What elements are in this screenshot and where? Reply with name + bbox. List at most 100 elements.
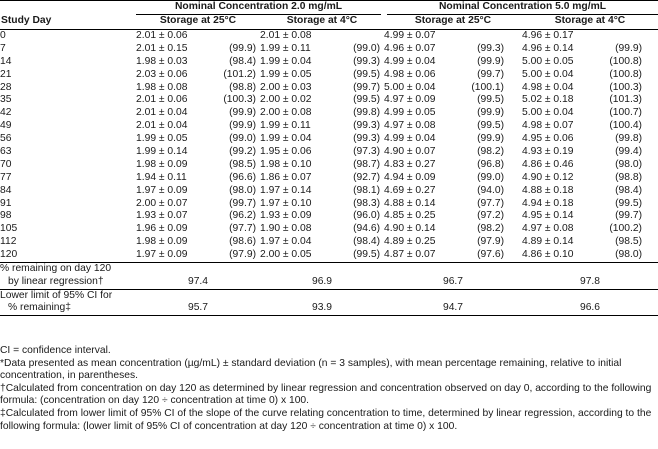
summary-label: % remaining on day 120 by linear regress…	[0, 262, 136, 290]
mean-sd-value: 2.03 ± 0.06	[136, 68, 188, 80]
table-footnotes: CI = confidence interval. *Data presente…	[0, 345, 656, 433]
mean-sd-value: 4.97 ± 0.09	[384, 94, 436, 106]
table-row: 112 1.98 ± 0.09 (98.6) 1.97 ± 0.04 (98.4) 4.8…	[0, 236, 658, 249]
percent-remaining-value: (96.6)	[229, 171, 256, 183]
table-row: 70 1.98 ± 0.09 (98.5) 1.98 ± 0.10 (98.7) 4.83…	[0, 159, 658, 172]
percent-remaining-value: (99.9)	[229, 42, 256, 54]
mean-sd-value: 1.94 ± 0.11	[136, 171, 187, 183]
concentration-cell: 4.86 ± 0.10 (98.0)	[522, 249, 658, 262]
concentration-cell: 1.99 ± 0.11 (99.3)	[260, 120, 384, 133]
percent-remaining-value: (94.6)	[353, 223, 380, 235]
mean-sd-value: 4.99 ± 0.04	[384, 55, 436, 67]
concentration-cell: 1.99 ± 0.04 (99.3)	[260, 56, 384, 69]
mean-sd-value: 1.97 ± 0.04	[260, 236, 312, 248]
mean-sd-value: 2.00 ± 0.08	[260, 107, 312, 119]
percent-remaining-value: (98.4)	[615, 184, 642, 196]
percent-remaining-value: (98.0)	[615, 158, 642, 170]
percent-remaining-value: (100.3)	[609, 81, 642, 93]
concentration-cell: 2.00 ± 0.05 (99.5)	[260, 249, 384, 262]
concentration-cell: 1.98 ± 0.09 (98.6)	[136, 236, 260, 249]
mean-sd-value: 4.97 ± 0.08	[384, 120, 436, 132]
mean-sd-value: 4.90 ± 0.07	[384, 146, 436, 158]
percent-remaining-value: (99.7)	[353, 81, 380, 93]
percent-remaining-value: (96.2)	[229, 210, 256, 222]
concentration-cell: 4.95 ± 0.06 (99.8)	[522, 133, 658, 146]
percent-remaining-value: (99.5)	[477, 94, 504, 106]
percent-remaining-value: (99.9)	[477, 133, 504, 145]
concentration-cell: 4.87 ± 0.07 (97.6)	[384, 249, 522, 262]
percent-remaining-value: (99.3)	[353, 55, 380, 67]
mean-sd-value: 1.98 ± 0.03	[136, 55, 188, 67]
concentration-cell: 4.96 ± 0.07 (99.3)	[384, 43, 522, 56]
percent-remaining-value: (99.7)	[229, 197, 256, 209]
table-body: 0 2.01 ± 0.06 2.01 ± 0.08 4.99 ± 0.07 4.96 ±…	[0, 30, 658, 263]
percent-remaining-value: (99.5)	[353, 94, 380, 106]
percent-remaining-value: (97.7)	[477, 197, 504, 209]
concentration-cell: 4.98 ± 0.04 (100.3)	[522, 82, 658, 95]
study-day-cell: 56	[0, 133, 12, 145]
table-row: 14 1.98 ± 0.03 (98.4) 1.99 ± 0.04 (99.3) 4.99…	[0, 56, 658, 69]
stability-table: Nominal Concentration 2.0 mg/mL Nominal …	[0, 0, 658, 317]
mean-sd-value: 1.86 ± 0.07	[260, 171, 312, 183]
percent-remaining-value: (98.8)	[615, 171, 642, 183]
group-header-5mg: Nominal Concentration 5.0 mg/mL	[381, 1, 658, 15]
concentration-cell: 4.98 ± 0.06 (99.7)	[384, 69, 522, 82]
concentration-cell: 2.01 ± 0.06	[136, 30, 260, 43]
percent-remaining-value: (96.0)	[353, 210, 380, 222]
mean-sd-value: 4.85 ± 0.25	[384, 210, 436, 222]
mean-sd-value: 4.96 ± 0.07	[384, 42, 436, 54]
percent-remaining-value: (100.8)	[609, 55, 642, 67]
mean-sd-value: 4.98 ± 0.04	[522, 81, 574, 93]
mean-sd-value: 4.86 ± 0.46	[522, 158, 574, 170]
concentration-cell: 4.90 ± 0.12 (98.8)	[522, 172, 658, 185]
summary-value: 97.4	[136, 262, 260, 290]
mean-sd-value: 4.96 ± 0.17	[522, 30, 574, 41]
concentration-cell: 1.98 ± 0.09 (98.5)	[136, 159, 260, 172]
study-day-cell: 21	[0, 68, 12, 80]
concentration-cell: 2.03 ± 0.06 (101.2)	[136, 69, 260, 82]
mean-sd-value: 4.95 ± 0.14	[522, 210, 574, 222]
col-header-2mg-4c: Storage at 4°C	[286, 15, 358, 26]
mean-sd-value: 4.98 ± 0.07	[522, 120, 574, 132]
summary-row-ci: Lower limit of 95% CI for % remaining‡ 9…	[0, 288, 658, 317]
mean-sd-value: 2.01 ± 0.04	[136, 120, 188, 132]
percent-remaining-value: (101.3)	[609, 94, 642, 106]
summary-label-line1: Lower limit of 95% CI for	[0, 289, 113, 301]
study-day-cell: 49	[0, 120, 12, 132]
concentration-cell: 4.85 ± 0.25 (97.2)	[384, 210, 522, 223]
mean-sd-value: 4.83 ± 0.27	[384, 158, 436, 170]
table-row: 7 2.01 ± 0.15 (99.9) 1.99 ± 0.11 (99.0) 4.96 …	[0, 43, 658, 56]
percent-remaining-value: (99.9)	[477, 107, 504, 119]
concentration-cell: 4.99 ± 0.07	[384, 30, 522, 43]
percent-remaining-value: (101.2)	[223, 68, 256, 80]
mean-sd-value: 4.89 ± 0.14	[522, 236, 574, 248]
concentration-cell: 1.95 ± 0.06 (97.3)	[260, 146, 384, 159]
concentration-cell: 1.86 ± 0.07 (92.7)	[260, 172, 384, 185]
mean-sd-value: 4.86 ± 0.10	[522, 249, 574, 261]
table-row: 63 1.99 ± 0.14 (99.2) 1.95 ± 0.06 (97.3) 4.90…	[0, 146, 658, 159]
percent-remaining-value: (99.9)	[477, 55, 504, 67]
mean-sd-value: 1.90 ± 0.08	[260, 223, 312, 235]
percent-remaining-value: (99.8)	[615, 133, 642, 145]
mean-sd-value: 2.00 ± 0.03	[260, 81, 312, 93]
study-day-cell: 84	[0, 184, 12, 196]
summary-value: 94.7	[384, 288, 522, 317]
mean-sd-value: 1.98 ± 0.09	[136, 158, 188, 170]
percent-remaining-value: (92.7)	[353, 171, 380, 183]
mean-sd-value: 4.94 ± 0.09	[384, 171, 436, 183]
table-row: 21 2.03 ± 0.06 (101.2) 1.99 ± 0.05 (99.5) 4.9…	[0, 69, 658, 82]
footnote-ci: CI = confidence interval.	[0, 345, 111, 356]
mean-sd-value: 4.99 ± 0.07	[384, 30, 436, 41]
mean-sd-value: 4.89 ± 0.25	[384, 236, 436, 248]
table-row: 120 1.97 ± 0.09 (97.9) 2.00 ± 0.05 (99.5) 4.8…	[0, 249, 658, 262]
table-row: 49 2.01 ± 0.04 (99.9) 1.99 ± 0.11 (99.3) 4.97…	[0, 120, 658, 133]
footnote-star: *Data presented as mean concentration (µ…	[0, 357, 622, 382]
summary-label: Lower limit of 95% CI for % remaining‡	[0, 288, 136, 317]
study-day-cell: 35	[0, 94, 12, 106]
percent-remaining-value: (99.3)	[477, 42, 504, 54]
concentration-cell: 2.00 ± 0.07 (99.7)	[136, 198, 260, 211]
mean-sd-value: 4.90 ± 0.12	[522, 171, 574, 183]
concentration-cell: 4.95 ± 0.14 (99.7)	[522, 210, 658, 223]
col-header-day: Study Day	[1, 14, 52, 26]
